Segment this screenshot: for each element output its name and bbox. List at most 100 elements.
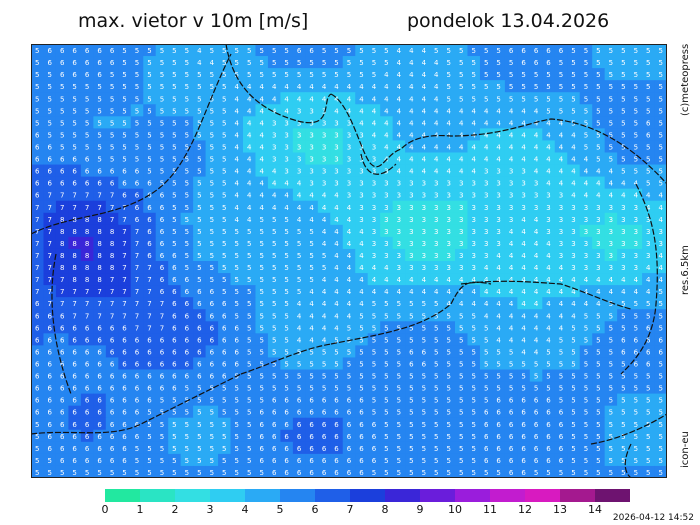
grid-value: 6 [110,373,115,381]
grid-value: 5 [197,276,201,284]
grid-value: 5 [546,385,550,393]
grid-value: 5 [247,300,251,308]
grid-value: 5 [110,156,114,164]
grid-value: 5 [621,107,625,115]
grid-value: 6 [85,373,90,381]
grid-value: 6 [634,336,639,344]
grid-value: 5 [646,445,650,453]
grid-value: 7 [135,312,139,320]
field-cell [243,44,257,57]
grid-value: 3 [272,156,276,164]
grid-value: 5 [397,385,401,393]
grid-value: 5 [85,119,89,127]
grid-value: 5 [160,445,164,453]
field-cell [467,140,481,154]
grid-value: 5 [185,83,189,91]
grid-value: 5 [422,421,426,429]
grid-value: 5 [347,71,351,79]
grid-value: 5 [659,445,663,453]
grid-value: 6 [197,373,202,381]
grid-value: 5 [646,312,650,320]
grid-value: 4 [272,180,277,188]
grid-value: 7 [110,216,114,224]
legend-swatch-9 [420,489,455,502]
grid-value: 5 [584,445,588,453]
grid-value: 5 [634,385,638,393]
grid-value: 6 [347,433,352,441]
grid-value: 4 [384,264,389,272]
field-cell [68,80,82,93]
grid-value: 6 [509,469,514,477]
field-cell [355,116,369,129]
field-cell [80,44,94,57]
grid-value: 6 [110,409,115,417]
grid-value: 5 [409,373,413,381]
grid-value: 7 [35,204,39,212]
grid-value: 5 [596,119,600,127]
field-cell [629,116,643,129]
field-cell [380,92,394,105]
grid-value: 5 [634,131,638,139]
grid-value: 6 [621,336,626,344]
grid-value: 5 [546,360,550,368]
grid-value: 5 [359,385,363,393]
grid-value: 6 [347,469,352,477]
grid-value: 4 [235,119,240,127]
grid-value: 5 [110,107,114,115]
legend-swatch-1 [140,489,175,502]
grid-value: 5 [235,300,239,308]
field-cell [155,44,169,57]
grid-value: 6 [185,336,190,344]
grid-value: 5 [584,71,588,79]
grid-value: 7 [85,192,89,200]
grid-value: 6 [197,348,202,356]
grid-value: 5 [509,348,513,356]
grid-value: 4 [509,336,514,344]
grid-value: 3 [384,240,388,248]
grid-value: 5 [659,469,663,477]
grid-value: 4 [521,288,526,296]
grid-value: 5 [272,240,276,248]
grid-value: 5 [584,312,588,320]
grid-value: 3 [509,192,513,200]
field-cell [143,116,157,129]
grid-value: 6 [122,397,127,405]
field-cell [255,56,269,69]
grid-value: 4 [297,324,302,332]
grid-value: 6 [334,397,339,405]
field-cell [504,116,518,129]
legend-tick: 13 [553,503,567,516]
legend-swatch-13 [560,489,595,502]
grid-value: 5 [210,180,214,188]
grid-value: 5 [210,264,214,272]
field-cell [455,104,469,117]
grid-value: 5 [571,385,575,393]
grid-value: 7 [35,240,39,248]
field-cell [155,68,169,81]
grid-value: 5 [447,336,451,344]
grid-value: 4 [247,192,252,200]
grid-value: 3 [534,192,538,200]
field-cell [43,92,57,105]
grid-value: 5 [222,180,226,188]
grid-value: 3 [634,216,638,224]
field-cell [317,128,331,142]
grid-value: 4 [546,168,551,176]
grid-value: 4 [309,192,314,200]
grid-value: 4 [584,300,589,308]
grid-value: 3 [409,216,413,224]
field-cell [118,56,132,69]
grid-value: 5 [259,373,263,381]
field-cell [430,116,444,129]
field-cell [629,104,643,117]
grid-value: 3 [297,156,301,164]
field-cell [43,68,57,81]
grid-value: 4 [471,107,476,115]
grid-value: 6 [222,324,227,332]
grid-value: 5 [422,312,426,320]
field-cell [492,44,506,57]
grid-value: 4 [484,312,489,320]
grid-value: 6 [222,300,227,308]
grid-value: 4 [521,216,526,224]
